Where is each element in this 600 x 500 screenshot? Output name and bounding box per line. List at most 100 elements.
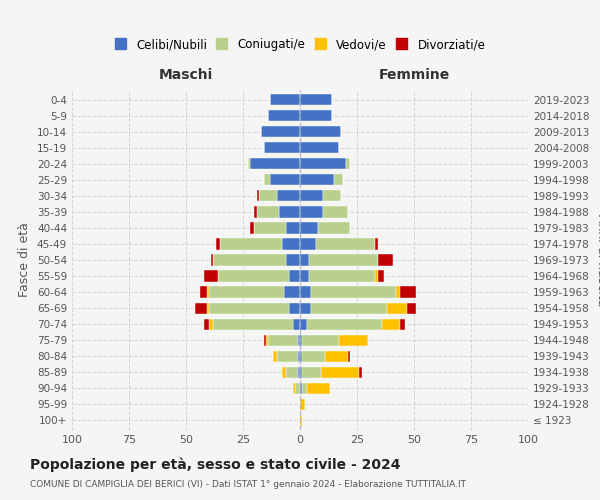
- Bar: [300, 366, 302, 378]
- Bar: [300, 334, 302, 346]
- Bar: [300, 222, 318, 234]
- Bar: [300, 270, 309, 281]
- Bar: [300, 142, 339, 154]
- Bar: [250, 222, 254, 234]
- Bar: [295, 382, 300, 394]
- Bar: [282, 238, 300, 250]
- Bar: [302, 350, 325, 362]
- Bar: [248, 158, 250, 170]
- Bar: [300, 302, 311, 314]
- Bar: [300, 110, 332, 122]
- Bar: [200, 286, 206, 298]
- Bar: [375, 238, 377, 250]
- Bar: [386, 302, 407, 314]
- Bar: [346, 158, 350, 170]
- Bar: [293, 382, 295, 394]
- Bar: [206, 302, 209, 314]
- Bar: [300, 238, 316, 250]
- Bar: [259, 190, 277, 202]
- Bar: [204, 318, 209, 330]
- Bar: [209, 318, 214, 330]
- Bar: [254, 222, 286, 234]
- Bar: [209, 302, 289, 314]
- Text: Femmine: Femmine: [379, 68, 449, 82]
- Bar: [300, 415, 302, 426]
- Bar: [300, 254, 309, 266]
- Bar: [266, 334, 268, 346]
- Bar: [377, 254, 394, 266]
- Bar: [280, 206, 300, 218]
- Bar: [307, 382, 329, 394]
- Bar: [382, 318, 400, 330]
- Bar: [334, 174, 343, 186]
- Bar: [298, 366, 300, 378]
- Bar: [300, 126, 341, 138]
- Bar: [214, 254, 286, 266]
- Bar: [215, 238, 220, 250]
- Bar: [271, 94, 300, 105]
- Bar: [302, 382, 307, 394]
- Y-axis label: Anni di nascita: Anni di nascita: [595, 214, 600, 306]
- Bar: [268, 110, 300, 122]
- Bar: [375, 270, 377, 281]
- Bar: [300, 174, 334, 186]
- Bar: [286, 254, 300, 266]
- Bar: [263, 142, 300, 154]
- Bar: [396, 286, 400, 298]
- Bar: [282, 366, 286, 378]
- Bar: [300, 382, 302, 394]
- Bar: [289, 270, 300, 281]
- Bar: [300, 318, 307, 330]
- Bar: [298, 350, 300, 362]
- Bar: [218, 270, 289, 281]
- Y-axis label: Fasce di età: Fasce di età: [19, 222, 31, 298]
- Legend: Celibi/Nubili, Coniugati/e, Vedovi/e, Divorziati/e: Celibi/Nubili, Coniugati/e, Vedovi/e, Di…: [111, 34, 489, 55]
- Bar: [298, 334, 300, 346]
- Bar: [323, 190, 341, 202]
- Bar: [407, 302, 416, 314]
- Bar: [307, 318, 382, 330]
- Bar: [286, 366, 298, 378]
- Bar: [339, 334, 368, 346]
- Bar: [311, 302, 386, 314]
- Bar: [359, 366, 362, 378]
- Bar: [214, 318, 293, 330]
- Bar: [300, 398, 305, 410]
- Bar: [300, 190, 323, 202]
- Bar: [271, 174, 300, 186]
- Bar: [300, 158, 346, 170]
- Bar: [325, 350, 348, 362]
- Bar: [300, 286, 311, 298]
- Bar: [257, 190, 259, 202]
- Bar: [250, 158, 300, 170]
- Bar: [268, 334, 298, 346]
- Bar: [286, 222, 300, 234]
- Bar: [377, 270, 385, 281]
- Text: Maschi: Maschi: [159, 68, 213, 82]
- Bar: [320, 366, 359, 378]
- Bar: [254, 206, 257, 218]
- Bar: [277, 350, 298, 362]
- Bar: [302, 334, 339, 346]
- Text: Popolazione per età, sesso e stato civile - 2024: Popolazione per età, sesso e stato civil…: [30, 458, 401, 472]
- Bar: [272, 350, 277, 362]
- Bar: [311, 286, 396, 298]
- Bar: [263, 334, 266, 346]
- Bar: [195, 302, 206, 314]
- Bar: [257, 206, 280, 218]
- Bar: [261, 126, 300, 138]
- Bar: [300, 206, 323, 218]
- Bar: [206, 286, 209, 298]
- Bar: [300, 350, 302, 362]
- Bar: [293, 318, 300, 330]
- Bar: [400, 318, 405, 330]
- Bar: [277, 190, 300, 202]
- Bar: [323, 206, 348, 218]
- Bar: [263, 174, 271, 186]
- Text: COMUNE DI CAMPIGLIA DEI BERICI (VI) - Dati ISTAT 1° gennaio 2024 - Elaborazione : COMUNE DI CAMPIGLIA DEI BERICI (VI) - Da…: [30, 480, 466, 489]
- Bar: [300, 94, 332, 105]
- Bar: [211, 254, 214, 266]
- Bar: [284, 286, 300, 298]
- Bar: [289, 302, 300, 314]
- Bar: [316, 238, 375, 250]
